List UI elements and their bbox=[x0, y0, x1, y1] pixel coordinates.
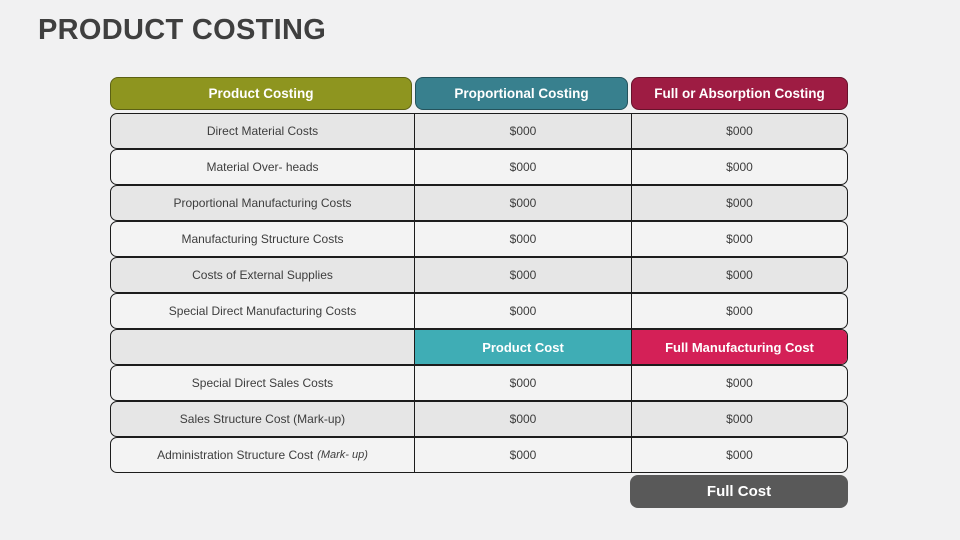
row-value-proportional: $000 bbox=[414, 258, 631, 292]
row-value-proportional: $000 bbox=[414, 186, 631, 220]
table-row: Special Direct Manufacturing Costs $000 … bbox=[110, 293, 848, 329]
subtotal-band-row: Product Cost Full Manufacturing Cost bbox=[110, 329, 848, 365]
row-label: Material Over- heads bbox=[206, 160, 319, 174]
row-value-full: $000 bbox=[631, 222, 847, 256]
table-row: Direct Material Costs $000 $000 bbox=[110, 113, 848, 149]
row-label-text: Administration Structure Cost bbox=[157, 448, 314, 462]
row-label: Costs of External Supplies bbox=[192, 268, 333, 282]
row-label-suffix: (Mark- up) bbox=[317, 449, 368, 461]
row-value-full: $000 bbox=[631, 402, 847, 436]
page-title: PRODUCT COSTING bbox=[38, 14, 327, 46]
row-label: Manufacturing Structure Costs bbox=[181, 232, 344, 246]
table-row: Costs of External Supplies $000 $000 bbox=[110, 257, 848, 293]
row-value-proportional: $000 bbox=[414, 114, 631, 148]
costing-table: Product Costing Proportional Costing Ful… bbox=[110, 77, 848, 508]
row-label: Special Direct Manufacturing Costs bbox=[168, 304, 357, 318]
table-row: Material Over- heads $000 $000 bbox=[110, 149, 848, 185]
row-label: Special Direct Sales Costs bbox=[191, 376, 334, 390]
row-value-full: $000 bbox=[631, 186, 847, 220]
band-full-manufacturing-cost: Full Manufacturing Cost bbox=[631, 330, 847, 364]
full-cost-badge: Full Cost bbox=[630, 475, 848, 508]
table-row: Administration Structure Cost (Mark- up)… bbox=[110, 437, 848, 473]
row-value-proportional: $000 bbox=[414, 294, 631, 328]
row-label: Proportional Manufacturing Costs bbox=[173, 196, 352, 210]
row-value-proportional: $000 bbox=[414, 222, 631, 256]
row-value-proportional: $000 bbox=[414, 366, 631, 400]
row-value-full: $000 bbox=[631, 438, 847, 472]
band-empty-cell bbox=[111, 330, 414, 364]
table-row: Special Direct Sales Costs $000 $000 bbox=[110, 365, 848, 401]
row-value-full: $000 bbox=[631, 366, 847, 400]
table-row: Proportional Manufacturing Costs $000 $0… bbox=[110, 185, 848, 221]
row-label: Sales Structure Cost (Mark-up) bbox=[179, 412, 346, 426]
header-proportional-costing: Proportional Costing bbox=[415, 77, 628, 110]
table-row: Sales Structure Cost (Mark-up) $000 $000 bbox=[110, 401, 848, 437]
row-value-proportional: $000 bbox=[414, 402, 631, 436]
row-value-proportional: $000 bbox=[414, 150, 631, 184]
row-value-proportional: $000 bbox=[414, 438, 631, 472]
row-value-full: $000 bbox=[631, 150, 847, 184]
band-product-cost: Product Cost bbox=[414, 330, 631, 364]
row-label: Direct Material Costs bbox=[206, 124, 319, 138]
row-value-full: $000 bbox=[631, 258, 847, 292]
header-product-costing: Product Costing bbox=[110, 77, 412, 110]
table-row: Manufacturing Structure Costs $000 $000 bbox=[110, 221, 848, 257]
row-label: Administration Structure Cost (Mark- up) bbox=[111, 438, 414, 472]
table-header-row: Product Costing Proportional Costing Ful… bbox=[110, 77, 848, 110]
row-value-full: $000 bbox=[631, 294, 847, 328]
row-value-full: $000 bbox=[631, 114, 847, 148]
header-full-absorption-costing: Full or Absorption Costing bbox=[631, 77, 848, 110]
